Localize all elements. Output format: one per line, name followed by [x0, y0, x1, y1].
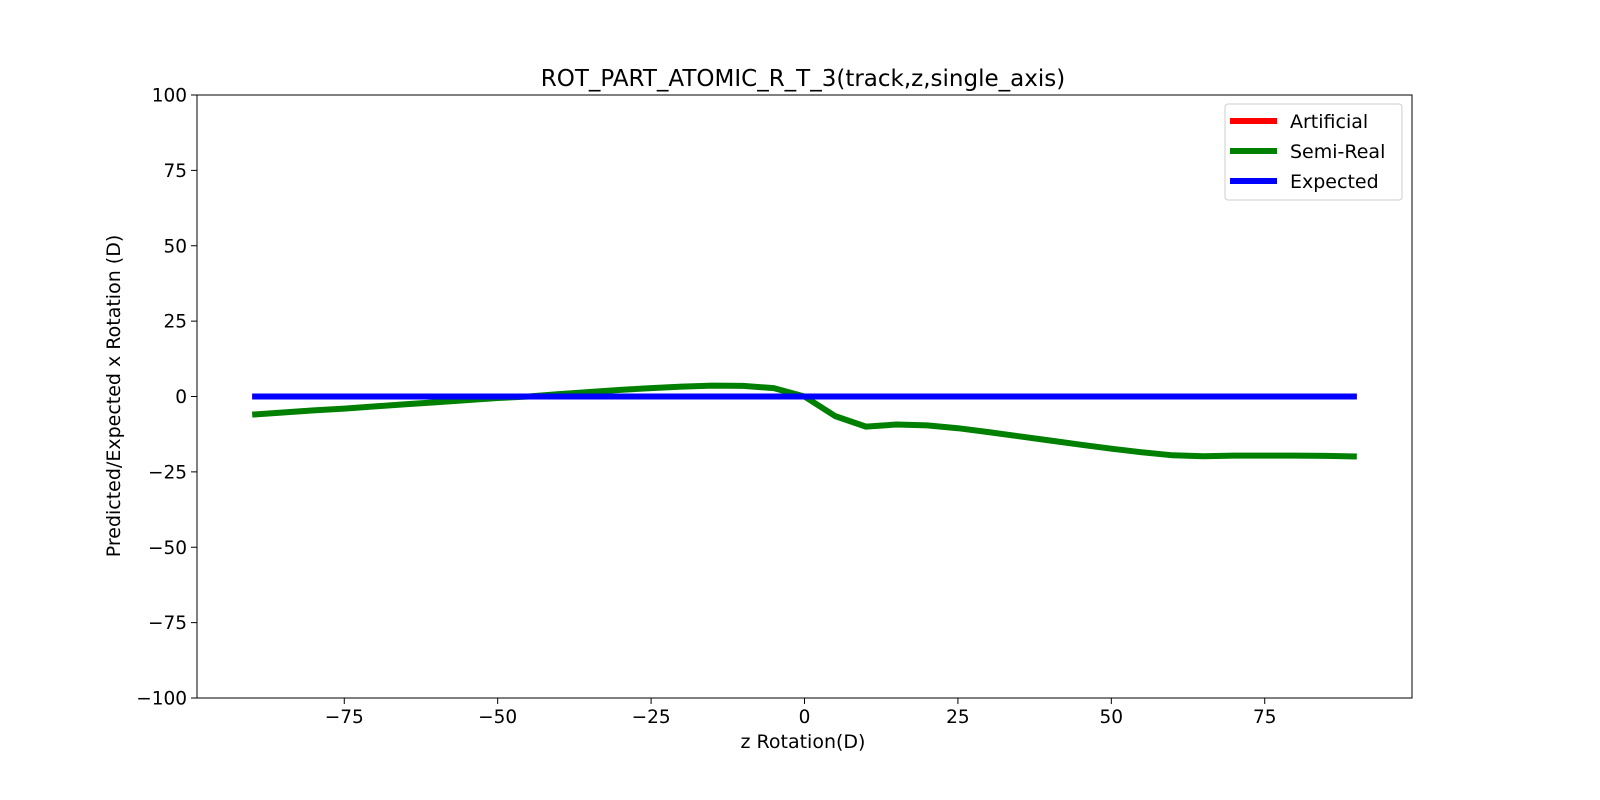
- x-tick-label: 50: [1100, 707, 1124, 728]
- y-tick-label: 0: [175, 387, 187, 408]
- y-axis-label: Predicted/Expected x Rotation (D): [103, 235, 125, 558]
- x-axis-label: z Rotation(D): [741, 731, 866, 753]
- series-layer: [251, 382, 1357, 460]
- y-tick-label: −25: [148, 462, 187, 483]
- y-tick-label: −50: [148, 538, 187, 559]
- y-tick-label: 25: [163, 312, 187, 333]
- legend-label-expected: Expected: [1290, 171, 1379, 193]
- x-axis: −75 −50 −25 0 25 50 75: [325, 698, 1277, 728]
- y-tick-label: −100: [136, 689, 187, 710]
- x-tick-label: −50: [478, 707, 517, 728]
- legend: Artificial Semi-Real Expected: [1224, 103, 1403, 201]
- y-tick-label: 50: [163, 236, 187, 257]
- y-tick-label: 75: [163, 161, 187, 182]
- y-axis: −100 −75 −50 −25 0 25 50 75 100: [136, 86, 197, 710]
- x-tick-label: −25: [632, 707, 671, 728]
- y-tick-label: −75: [148, 613, 187, 634]
- x-tick-label: 75: [1253, 707, 1277, 728]
- legend-box: [1224, 103, 1403, 201]
- legend-label-artificial: Artificial: [1290, 111, 1368, 133]
- chart-title: ROT_PART_ATOMIC_R_T_3(track,z,single_axi…: [541, 66, 1065, 92]
- x-tick-label: 25: [946, 707, 970, 728]
- x-tick-label: −75: [325, 707, 364, 728]
- y-tick-label: 100: [152, 86, 187, 107]
- legend-label-semi-real: Semi-Real: [1290, 141, 1385, 163]
- x-tick-label: 0: [799, 707, 811, 728]
